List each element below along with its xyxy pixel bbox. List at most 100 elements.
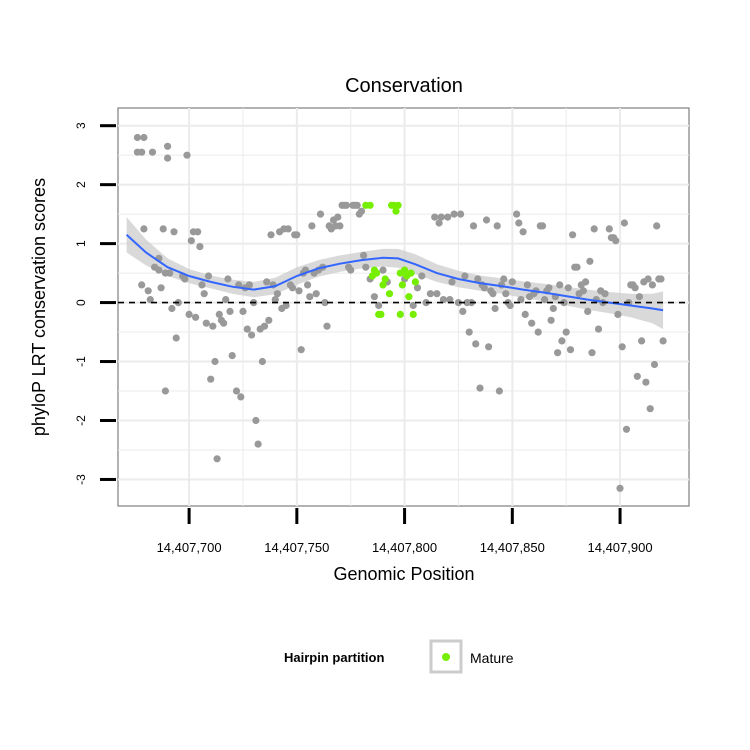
data-point-16 [159,225,167,233]
data-point-27 [187,237,195,245]
data-point-179 [566,346,575,354]
data-point-2 [138,148,146,156]
data-point-88 [321,299,329,307]
y-tick-label-0: 3 [74,122,88,129]
x-axis-title: Genomic Position [333,564,474,584]
data-point-220 [657,275,665,283]
points-layer [133,133,667,492]
mature-point-6 [377,310,385,318]
data-point-109 [370,293,378,301]
legend-key-mature-dot [442,653,450,661]
data-point-47 [232,387,241,395]
data-point-187 [584,307,592,315]
legend-title: Hairpin partition [284,650,384,665]
y-tick-label-5: -2 [74,415,88,426]
data-point-22 [172,334,180,342]
x-tick-label-4: 14,407,900 [588,540,653,555]
data-point-25 [181,275,189,283]
data-point-175 [558,337,566,345]
data-point-124 [444,213,452,221]
data-point-5 [164,142,172,150]
data-point-116 [418,272,426,280]
data-point-95 [336,222,344,230]
data-point-171 [549,304,557,313]
data-point-188 [586,257,594,265]
data-point-50 [239,307,247,315]
data-point-8 [138,281,146,289]
data-point-10 [144,287,152,295]
legend: Hairpin partition Mature [284,639,514,674]
x-tick-label-2: 14,407,800 [372,540,437,555]
mature-point-7 [379,281,387,289]
data-point-43 [222,296,230,304]
data-point-190 [590,225,598,233]
mature-point-22 [411,278,419,286]
data-point-100 [347,266,355,274]
data-point-11 [146,296,154,304]
data-point-167 [541,296,549,304]
data-point-40 [215,310,223,318]
data-point-84 [312,290,320,298]
data-point-38 [211,357,219,366]
y-tick-label-3: 0 [74,299,88,306]
data-point-98 [342,201,350,209]
y-axis-title: phyloP LRT conservation scores [29,178,49,436]
mature-point-19 [405,293,413,301]
data-point-204 [622,425,631,433]
series-mature [362,201,419,318]
data-point-37 [209,322,217,330]
data-point-61 [263,278,271,286]
data-point-196 [605,225,613,233]
data-point-65 [271,296,279,304]
data-point-141 [482,216,491,224]
data-point-15 [157,284,165,292]
data-point-185 [579,287,588,295]
data-point-56 [252,416,260,425]
data-point-145 [491,304,499,313]
data-point-71 [284,225,292,233]
data-point-82 [308,222,316,230]
x-tick-label-0: 14,407,700 [157,540,222,555]
y-tick-label-2: 1 [74,240,88,247]
data-point-169 [545,284,553,292]
data-point-42 [220,319,228,327]
data-point-0 [133,133,141,142]
y-tick-label-1: 2 [74,181,88,188]
data-point-147 [495,387,503,395]
data-point-120 [433,290,441,298]
data-point-209 [633,372,641,380]
data-point-130 [459,307,467,315]
data-point-195 [601,290,609,298]
data-point-21 [170,228,178,236]
y-axis: 3 2 1 0 -1 -2 -3 [74,122,116,485]
data-point-60 [260,322,269,330]
data-point-70 [282,301,290,310]
data-point-80 [304,281,312,289]
mature-point-12 [392,207,400,215]
data-point-131 [461,272,469,280]
data-point-142 [485,343,493,351]
data-point-3 [140,133,148,142]
data-point-174 [556,281,564,289]
x-tick-label-3: 14,407,850 [480,540,545,555]
data-point-158 [521,310,529,318]
mature-point-16 [398,281,406,289]
data-point-94 [334,213,342,221]
data-point-31 [196,243,204,251]
data-point-9 [140,225,148,233]
data-point-149 [500,275,508,283]
data-point-126 [448,278,456,286]
data-point-114 [409,301,417,310]
data-point-81 [306,293,314,301]
x-tick-label-1: 14,407,750 [264,540,329,555]
mature-point-8 [381,275,389,283]
data-point-45 [226,307,234,315]
data-point-6 [164,154,172,162]
series-other [133,133,667,492]
data-point-152 [506,301,514,310]
data-point-166 [538,222,547,230]
data-point-62 [265,316,273,324]
data-point-186 [582,278,590,286]
data-point-111 [379,266,387,274]
data-point-211 [638,337,646,345]
